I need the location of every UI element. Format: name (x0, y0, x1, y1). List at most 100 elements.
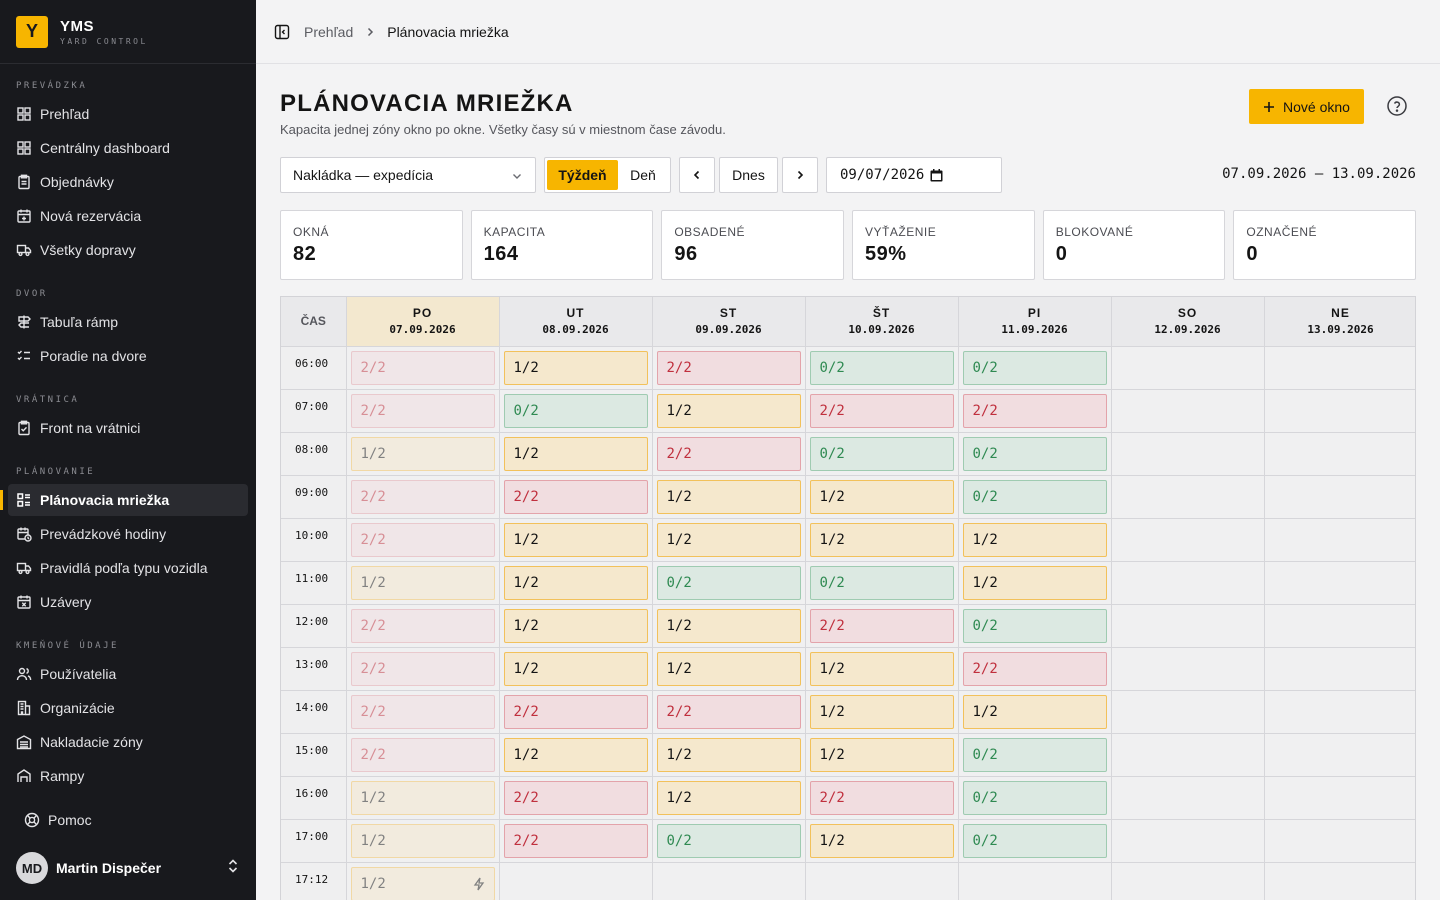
slot-window[interactable]: 1/2 (503, 608, 648, 643)
slot-window[interactable]: 1/2 (503, 565, 648, 600)
slot-window[interactable]: 1/2 (503, 436, 648, 471)
slot-window[interactable]: 2/2 (656, 436, 801, 471)
calendar-icon[interactable] (930, 168, 943, 182)
slot-window[interactable]: 2/2 (350, 651, 495, 686)
today-button[interactable]: Dnes (719, 157, 778, 193)
slot-window[interactable]: 1/2 (503, 737, 648, 772)
slot-window[interactable]: 2/2 (656, 350, 801, 385)
slot-window[interactable]: 0/2 (962, 479, 1107, 514)
grid-cell[interactable] (1264, 819, 1415, 863)
grid-cell[interactable] (1264, 432, 1415, 476)
grid-cell[interactable] (1264, 389, 1415, 433)
grid-cell[interactable] (1111, 518, 1265, 562)
grid-cell[interactable] (1264, 604, 1415, 648)
sidebar-item[interactable]: Centrálny dashboard (8, 132, 248, 164)
grid-cell[interactable] (1111, 733, 1265, 777)
slot-window[interactable]: 2/2 (350, 694, 495, 729)
slot-window[interactable]: 1/2 (350, 436, 495, 471)
slot-window[interactable]: 0/2 (962, 608, 1107, 643)
grid-cell[interactable] (1264, 647, 1415, 691)
slot-window[interactable]: 0/2 (809, 436, 954, 471)
sidebar-item[interactable]: Nová rezervácia (8, 200, 248, 232)
slot-window[interactable]: 1/2 (809, 651, 954, 686)
slot-window[interactable]: 2/2 (962, 393, 1107, 428)
zone-select[interactable]: Nakládka — expedícia (280, 157, 536, 193)
slot-window[interactable]: 1/2 (503, 350, 648, 385)
grid-cell[interactable] (1264, 733, 1415, 777)
slot-window[interactable]: 1/2 (809, 737, 954, 772)
slot-window[interactable]: 2/2 (503, 694, 648, 729)
slot-window[interactable]: 1/2 (809, 479, 954, 514)
slot-window[interactable]: 1/2 (809, 694, 954, 729)
next-week-button[interactable] (782, 157, 818, 193)
slot-window[interactable]: 0/2 (962, 737, 1107, 772)
grid-cell[interactable] (1111, 690, 1265, 734)
grid-cell[interactable] (1111, 389, 1265, 433)
slot-window[interactable]: 1/2 (503, 522, 648, 557)
sidebar-item[interactable]: Organizácie (8, 692, 248, 724)
slot-window[interactable]: 0/2 (503, 393, 648, 428)
breadcrumb-parent[interactable]: Prehľad (304, 23, 354, 40)
grid-cell[interactable] (1111, 475, 1265, 519)
prev-week-button[interactable] (679, 157, 715, 193)
grid-cell[interactable] (1111, 432, 1265, 476)
slot-window[interactable]: 0/2 (656, 823, 801, 858)
slot-window[interactable]: 2/2 (350, 393, 495, 428)
help-circle-icon[interactable] (1386, 95, 1408, 117)
slot-window[interactable]: 1/2 (350, 866, 495, 900)
slot-window[interactable]: 1/2 (962, 522, 1107, 557)
view-week-button[interactable]: Týždeň (547, 160, 618, 190)
slot-window[interactable]: 1/2 (656, 522, 801, 557)
slot-window[interactable]: 2/2 (350, 479, 495, 514)
sidebar-item[interactable]: Prevádzkové hodiny (8, 518, 248, 550)
grid-cell[interactable] (499, 862, 653, 900)
sidebar-item[interactable]: Prehľad (8, 98, 248, 130)
slot-window[interactable]: 1/2 (350, 780, 495, 815)
slot-window[interactable]: 0/2 (809, 350, 954, 385)
slot-window[interactable]: 1/2 (656, 608, 801, 643)
grid-cell[interactable] (1264, 690, 1415, 734)
slot-window[interactable]: 1/2 (656, 479, 801, 514)
slot-window[interactable]: 1/2 (350, 823, 495, 858)
sidebar-item[interactable]: Rampy (8, 760, 248, 792)
sidebar-item[interactable]: Používatelia (8, 658, 248, 690)
help-link[interactable]: Pomoc (16, 806, 92, 834)
sidebar-item[interactable]: Front na vrátnici (8, 412, 248, 444)
grid-cell[interactable] (1264, 862, 1415, 900)
slot-window[interactable]: 1/2 (656, 737, 801, 772)
slot-window[interactable]: 1/2 (656, 780, 801, 815)
grid-cell[interactable] (1111, 346, 1265, 390)
slot-window[interactable]: 1/2 (656, 393, 801, 428)
grid-cell[interactable] (1111, 819, 1265, 863)
slot-window[interactable]: 2/2 (809, 393, 954, 428)
grid-cell[interactable] (1264, 346, 1415, 390)
slot-window[interactable]: 2/2 (503, 780, 648, 815)
slot-window[interactable]: 0/2 (962, 823, 1107, 858)
new-window-button[interactable]: Nové okno (1249, 89, 1364, 124)
slot-window[interactable]: 2/2 (809, 608, 954, 643)
grid-cell[interactable] (1264, 518, 1415, 562)
slot-window[interactable]: 2/2 (350, 608, 495, 643)
slot-window[interactable]: 0/2 (962, 436, 1107, 471)
slot-window[interactable]: 2/2 (809, 780, 954, 815)
slot-window[interactable]: 1/2 (350, 565, 495, 600)
sidebar-item[interactable]: Poradie na dvore (8, 340, 248, 372)
grid-cell[interactable] (1111, 604, 1265, 648)
slot-window[interactable]: 2/2 (503, 479, 648, 514)
grid-cell[interactable] (958, 862, 1112, 900)
slot-window[interactable]: 0/2 (962, 350, 1107, 385)
slot-window[interactable]: 1/2 (656, 651, 801, 686)
grid-cell[interactable] (1264, 475, 1415, 519)
grid-cell[interactable] (1111, 561, 1265, 605)
slot-window[interactable]: 2/2 (503, 823, 648, 858)
sidebar-toggle-icon[interactable] (274, 24, 290, 40)
slot-window[interactable]: 2/2 (350, 737, 495, 772)
sidebar-item[interactable]: Plánovacia mriežka (0, 484, 248, 516)
sidebar-item[interactable]: Všetky dopravy (8, 234, 248, 266)
sidebar-item[interactable]: Nakladacie zóny (8, 726, 248, 758)
slot-window[interactable]: 2/2 (962, 651, 1107, 686)
slot-window[interactable]: 2/2 (350, 350, 495, 385)
slot-window[interactable]: 0/2 (809, 565, 954, 600)
slot-window[interactable]: 1/2 (503, 651, 648, 686)
sidebar-item[interactable]: Pravidlá podľa typu vozidla (8, 552, 248, 584)
